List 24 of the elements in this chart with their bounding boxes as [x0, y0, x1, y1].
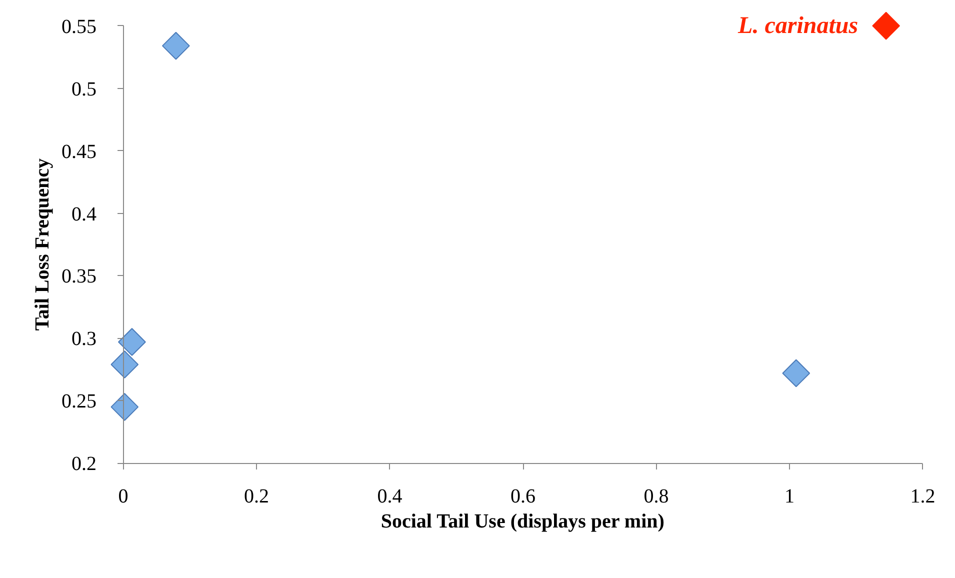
- y-tick-label: 0.5: [72, 78, 96, 100]
- x-tick-label: 0.8: [644, 486, 669, 508]
- series-label: L. carinatus: [737, 12, 858, 39]
- point: [872, 12, 900, 40]
- y-tick-label: 0.3: [72, 328, 96, 350]
- y-tick-label: 0.35: [62, 266, 96, 288]
- y-tick-label: 0.45: [62, 140, 96, 163]
- point: [110, 350, 139, 378]
- y-tick-label: 0.2: [72, 453, 96, 476]
- x-tick-label: 1: [784, 486, 794, 508]
- y-tick-label: 0.4: [72, 203, 96, 226]
- point: [782, 359, 810, 388]
- y-axis-title: Tail Loss Frequency: [32, 158, 54, 331]
- x-tick-label: 0.6: [510, 486, 536, 508]
- x-tick-label: 0.2: [244, 486, 270, 508]
- x-axis-title: Social Tail Use (displays per min): [380, 510, 664, 532]
- point: [110, 393, 139, 421]
- x-tick-label: 0: [118, 486, 128, 508]
- y-tick-label: 0.25: [62, 390, 96, 413]
- point: [162, 32, 190, 60]
- x-tick-label: 1.2: [910, 486, 936, 508]
- point: [118, 328, 146, 356]
- x-tick-label: 0.4: [377, 486, 402, 508]
- y-tick-label: 0.55: [62, 16, 96, 38]
